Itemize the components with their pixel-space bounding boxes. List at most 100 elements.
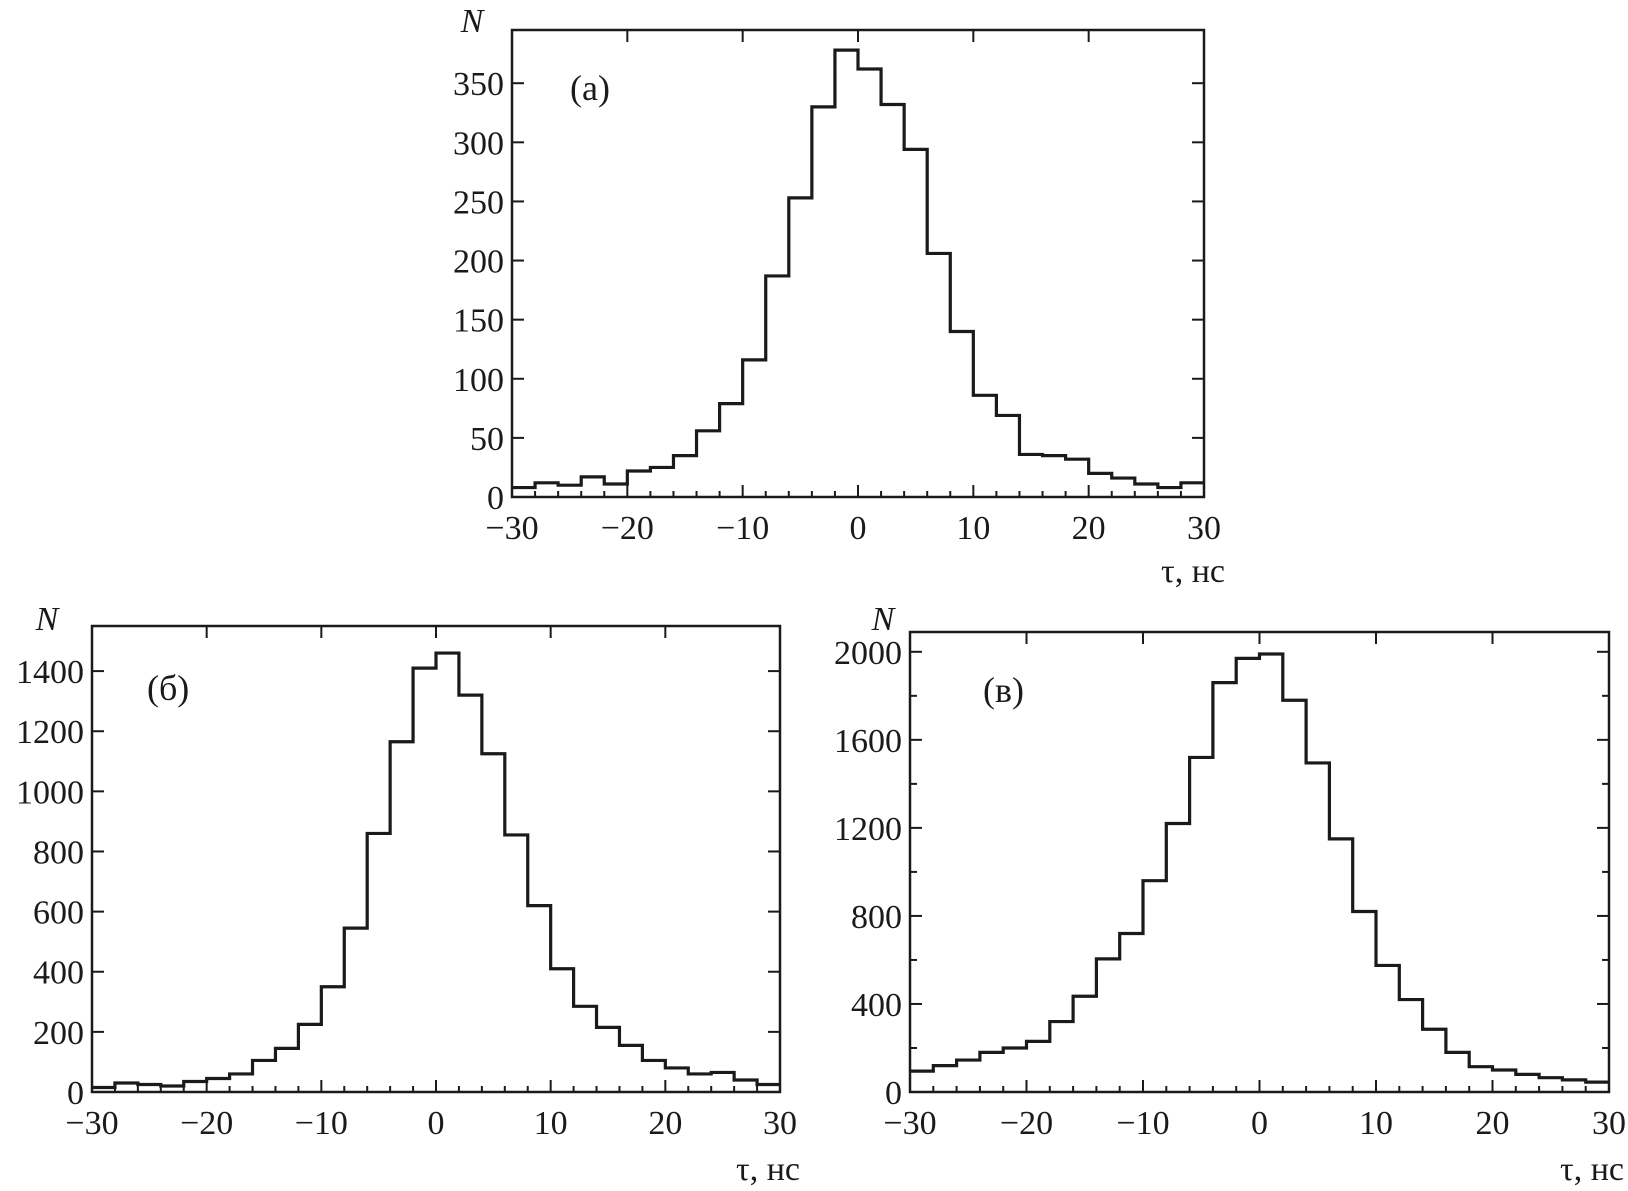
histogram-bin: [207, 1078, 230, 1092]
histogram-bin: [743, 360, 766, 497]
histogram-bin: [1158, 488, 1181, 497]
histogram-bin: [711, 1072, 734, 1092]
histogram-bin: [574, 1006, 597, 1092]
histogram-bin: [1236, 658, 1259, 1092]
histogram-bin: [1096, 959, 1119, 1092]
y-tick-label: 200: [453, 244, 504, 281]
x-tick-label: −30: [485, 510, 538, 547]
histogram-bin: [1283, 700, 1306, 1092]
histogram-bin: [413, 668, 436, 1092]
histogram-bin: [1143, 881, 1166, 1092]
y-axis-label: N: [460, 3, 486, 40]
histogram-bin: [1043, 456, 1066, 497]
histogram-bin: [551, 969, 574, 1092]
x-tick-label: 10: [1359, 1105, 1393, 1142]
histogram-bin: [812, 107, 835, 497]
histogram-bin: [1073, 996, 1096, 1092]
histogram-bin: [344, 928, 367, 1092]
y-tick-label: 250: [453, 184, 504, 221]
histogram-bin: [766, 276, 789, 497]
y-tick-label: 400: [851, 987, 902, 1024]
histogram-bin: [1112, 478, 1135, 497]
histogram-bin: [927, 253, 950, 497]
y-tick-label: 1400: [16, 654, 84, 691]
histogram-bin: [957, 1060, 980, 1092]
histogram-bin: [604, 484, 627, 497]
histogram-bin: [505, 835, 528, 1092]
y-tick-label: 1200: [16, 714, 84, 751]
x-tick-label: −10: [295, 1105, 348, 1142]
histogram-bin: [1213, 683, 1236, 1092]
y-tick-label: 800: [33, 834, 84, 871]
histogram-bin: [138, 1084, 161, 1092]
x-tick-label: 10: [534, 1105, 568, 1142]
histogram-bin: [535, 483, 558, 497]
histogram-bin: [619, 1045, 642, 1092]
histogram-bin: [1376, 965, 1399, 1092]
x-tick-label: 0: [1251, 1105, 1268, 1142]
histogram-bin: [1166, 823, 1189, 1092]
histogram-bin: [627, 471, 650, 497]
x-tick-label: −30: [883, 1105, 936, 1142]
histogram-bin: [910, 1071, 933, 1092]
x-axis-label: τ, нс: [736, 1151, 800, 1188]
panel-label: (а): [570, 68, 610, 108]
histogram-bin: [688, 1074, 711, 1092]
histogram-bin: [1446, 1052, 1469, 1092]
x-tick-label: −10: [1116, 1105, 1169, 1142]
histogram-bin: [904, 149, 927, 497]
histogram-bin: [1306, 763, 1329, 1092]
histogram-bin: [1469, 1067, 1492, 1092]
x-tick-label: −10: [716, 510, 769, 547]
x-tick-label: 20: [648, 1105, 682, 1142]
x-tick-label: −30: [65, 1105, 118, 1142]
histogram-bin: [673, 456, 696, 497]
x-tick-label: 10: [956, 510, 990, 547]
histogram-bin: [980, 1052, 1003, 1092]
histogram-bin: [1066, 459, 1089, 497]
panel-1: −30 −20 −10 0 10 20 30050100150200250300350Nτ,…: [453, 3, 1225, 590]
histogram-bin: [436, 653, 459, 1092]
histogram-bin: [996, 415, 1019, 497]
histogram-bin: [161, 1086, 184, 1092]
histogram-bin: [1493, 1070, 1516, 1092]
histogram-bin: [1019, 454, 1042, 497]
histogram-bin: [230, 1074, 253, 1092]
histogram-bin: [253, 1060, 276, 1092]
histogram-bin: [528, 906, 551, 1092]
x-tick-label: 20: [1072, 510, 1106, 547]
y-tick-label: 1200: [834, 811, 902, 848]
histogram-bin: [734, 1080, 757, 1092]
histogram-bin: [1050, 1022, 1073, 1092]
histogram-bin: [390, 742, 413, 1092]
x-tick-label: 0: [850, 510, 867, 547]
x-tick-label: −20: [601, 510, 654, 547]
histogram-bin: [1190, 757, 1213, 1092]
histogram-bin: [482, 754, 505, 1092]
histogram-bin: [558, 485, 581, 497]
histogram-bin: [1353, 912, 1376, 1092]
histogram-bin: [858, 69, 881, 497]
y-tick-label: 350: [453, 66, 504, 103]
histogram-outline: [92, 651, 780, 1090]
x-tick-label: 0: [428, 1105, 445, 1142]
histogram-bin: [1120, 934, 1143, 1092]
x-tick-label: 30: [1592, 1105, 1626, 1142]
histogram-bin: [973, 395, 996, 497]
histogram-bin: [697, 431, 720, 497]
y-tick-label: 50: [470, 421, 504, 458]
y-tick-label: 100: [453, 362, 504, 399]
panel-label: (в): [983, 670, 1024, 710]
histogram-bin: [581, 477, 604, 497]
y-tick-label: 1000: [16, 774, 84, 811]
histogram-outline: [512, 48, 1204, 490]
histogram-bin: [1003, 1048, 1026, 1092]
x-axis-label: τ, нс: [1560, 1151, 1624, 1188]
histogram-bin: [1516, 1074, 1539, 1092]
y-tick-label: 400: [33, 955, 84, 992]
histogram-bin: [184, 1081, 207, 1092]
histogram-bin: [115, 1083, 138, 1092]
histogram-bin: [1260, 654, 1283, 1092]
histogram-bin: [1135, 484, 1158, 497]
